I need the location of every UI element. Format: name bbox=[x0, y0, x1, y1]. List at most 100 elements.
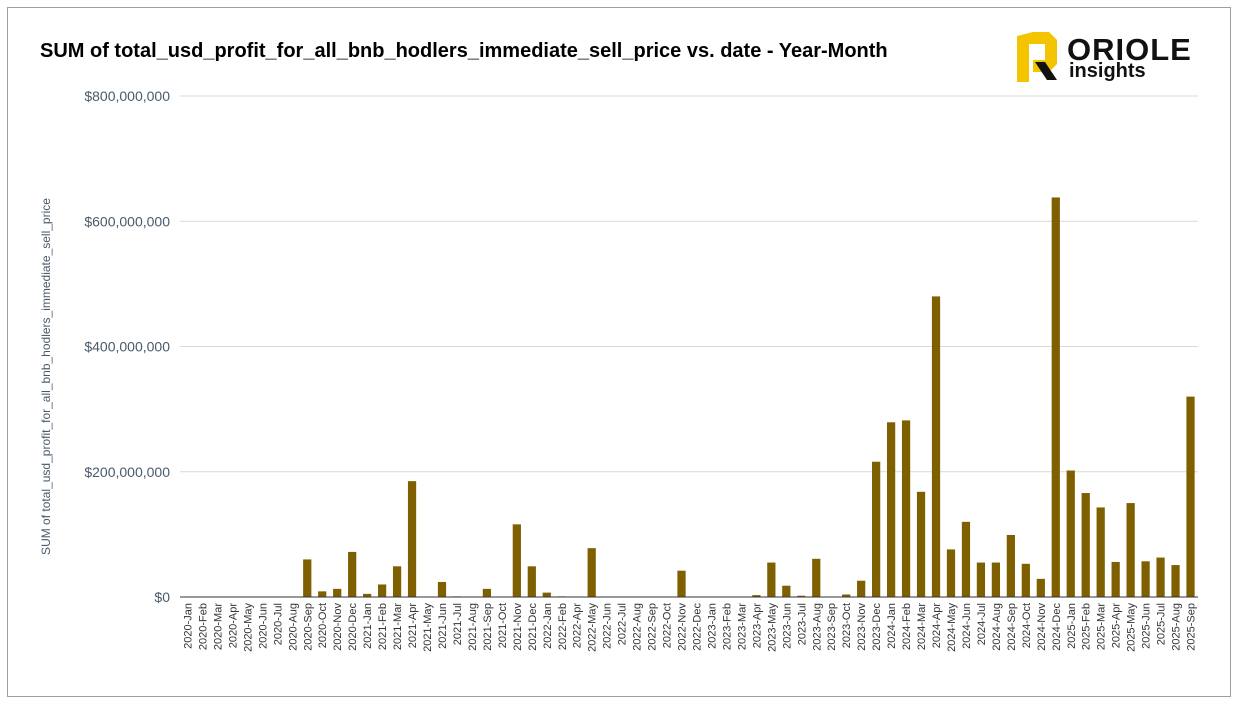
x-tick-label: 2023-Mar bbox=[736, 603, 748, 650]
bar bbox=[752, 595, 761, 597]
bar bbox=[377, 584, 387, 597]
x-tick-label: 2024-Mar bbox=[916, 603, 928, 650]
bar bbox=[946, 549, 956, 597]
x-tick-label: 2020-Feb bbox=[197, 603, 209, 650]
bar bbox=[1081, 493, 1090, 597]
x-tick-label: 2024-Apr bbox=[931, 603, 943, 649]
logo-wordmark: ORIOLE bbox=[1067, 32, 1192, 67]
x-tick-label: 2020-Jun bbox=[257, 603, 269, 649]
x-tick-label: 2020-Nov bbox=[332, 603, 344, 651]
x-tick-label: 2020-Apr bbox=[227, 603, 239, 649]
bar bbox=[1186, 396, 1195, 597]
x-tick-label: 2021-Jun bbox=[437, 603, 449, 649]
bar bbox=[1006, 535, 1015, 597]
bar bbox=[991, 562, 1001, 597]
bar bbox=[931, 296, 941, 597]
bar bbox=[1021, 563, 1030, 597]
x-tick-label: 2025-Jan bbox=[1066, 603, 1078, 649]
y-tick-label: $200,000,000 bbox=[84, 464, 170, 480]
x-tick-label: 2023-Apr bbox=[751, 603, 763, 649]
x-tick-label: 2025-Jul bbox=[1156, 603, 1168, 645]
bar bbox=[512, 524, 521, 597]
x-tick-label: 2022-Dec bbox=[691, 603, 703, 651]
x-tick-label: 2022-Jun bbox=[602, 603, 614, 649]
x-tick-label: 2021-Jul bbox=[452, 603, 464, 645]
x-axis-ticks: 2020-Jan 2020-Feb 2020-Mar 2020-Apr 2020-May… bbox=[182, 603, 1197, 652]
logo-subtitle: insights bbox=[1069, 60, 1146, 82]
bar bbox=[1051, 197, 1060, 597]
bar bbox=[587, 548, 596, 597]
x-tick-label: 2021-Feb bbox=[377, 603, 389, 650]
x-tick-label: 2024-May bbox=[946, 603, 958, 652]
x-tick-label: 2020-Mar bbox=[212, 603, 224, 650]
bar bbox=[348, 551, 357, 597]
y-tick-label: $600,000,000 bbox=[84, 213, 170, 229]
x-tick-label: 2023-Dec bbox=[871, 603, 883, 651]
bar bbox=[812, 558, 821, 597]
gridlines bbox=[180, 95, 1198, 598]
x-tick-label: 2021-Oct bbox=[497, 603, 509, 648]
bar bbox=[318, 591, 327, 597]
x-tick-label: 2023-Aug bbox=[811, 603, 823, 651]
oriole-logo-icon bbox=[1017, 32, 1057, 82]
x-tick-label: 2025-Apr bbox=[1111, 603, 1123, 649]
x-tick-label: 2024-Sep bbox=[1006, 603, 1018, 651]
x-tick-label: 2023-May bbox=[766, 603, 778, 652]
x-tick-label: 2025-Sep bbox=[1186, 603, 1198, 651]
bar bbox=[1141, 561, 1150, 597]
bar bbox=[767, 562, 776, 597]
y-tick-label: $400,000,000 bbox=[84, 339, 170, 355]
x-tick-label: 2025-Feb bbox=[1081, 603, 1093, 650]
x-tick-label: 2022-Oct bbox=[662, 603, 674, 648]
x-tick-label: 2024-Jul bbox=[976, 603, 988, 645]
bar bbox=[886, 422, 896, 597]
bar-series bbox=[303, 197, 1195, 598]
bar bbox=[542, 592, 551, 597]
x-tick-label: 2023-Oct bbox=[841, 603, 853, 648]
x-tick-label: 2022-Jan bbox=[542, 603, 554, 649]
bar bbox=[1156, 557, 1165, 597]
oriole-insights-logo: ORIOLE insights bbox=[1013, 30, 1213, 86]
x-tick-label: 2023-Jul bbox=[796, 603, 808, 645]
y-axis-label: SUM of total_usd_profit_for_all_bnb_hodl… bbox=[39, 198, 53, 555]
bar bbox=[482, 588, 492, 597]
x-tick-label: 2025-Jun bbox=[1141, 603, 1153, 649]
bar bbox=[901, 420, 911, 597]
x-tick-label: 2024-Jun bbox=[961, 603, 973, 649]
bar bbox=[842, 594, 851, 597]
bar bbox=[1171, 565, 1180, 597]
x-tick-label: 2024-Jan bbox=[886, 603, 898, 649]
bar bbox=[1036, 578, 1045, 597]
bar bbox=[363, 593, 372, 597]
x-tick-label: 2020-May bbox=[242, 603, 254, 652]
x-tick-label: 2021-May bbox=[422, 603, 434, 652]
x-tick-label: 2020-Oct bbox=[317, 603, 329, 648]
bar bbox=[392, 566, 402, 597]
bar bbox=[1066, 470, 1075, 597]
y-axis-ticks: $0 $200,000,000 $400,000,000 $600,000,000 $8… bbox=[84, 88, 170, 605]
x-tick-label: 2020-Aug bbox=[287, 603, 299, 651]
x-tick-label: 2023-Sep bbox=[826, 603, 838, 651]
x-tick-label: 2022-Aug bbox=[632, 603, 644, 651]
x-tick-label: 2024-Feb bbox=[901, 603, 913, 650]
x-tick-label: 2021-Aug bbox=[467, 603, 479, 651]
bar bbox=[797, 595, 806, 597]
x-tick-label: 2021-Dec bbox=[527, 603, 539, 651]
x-tick-label: 2020-Sep bbox=[302, 603, 314, 651]
bar bbox=[872, 461, 881, 597]
x-tick-label: 2024-Aug bbox=[991, 603, 1003, 651]
x-tick-label: 2020-Jul bbox=[272, 603, 284, 645]
bar bbox=[333, 588, 342, 597]
x-tick-label: 2022-Apr bbox=[572, 603, 584, 649]
x-tick-label: 2020-Dec bbox=[347, 603, 359, 651]
bar bbox=[677, 570, 686, 597]
chart-title: SUM of total_usd_profit_for_all_bnb_hodl… bbox=[40, 40, 888, 62]
bar bbox=[976, 562, 986, 597]
x-tick-label: 2024-Oct bbox=[1021, 603, 1033, 648]
x-tick-label: 2021-Nov bbox=[512, 603, 524, 651]
x-tick-label: 2023-Jun bbox=[781, 603, 793, 649]
bar bbox=[916, 491, 926, 597]
x-tick-label: 2022-Feb bbox=[557, 603, 569, 650]
x-tick-label: 2023-Feb bbox=[721, 603, 733, 650]
x-tick-label: 2021-Apr bbox=[407, 603, 419, 649]
